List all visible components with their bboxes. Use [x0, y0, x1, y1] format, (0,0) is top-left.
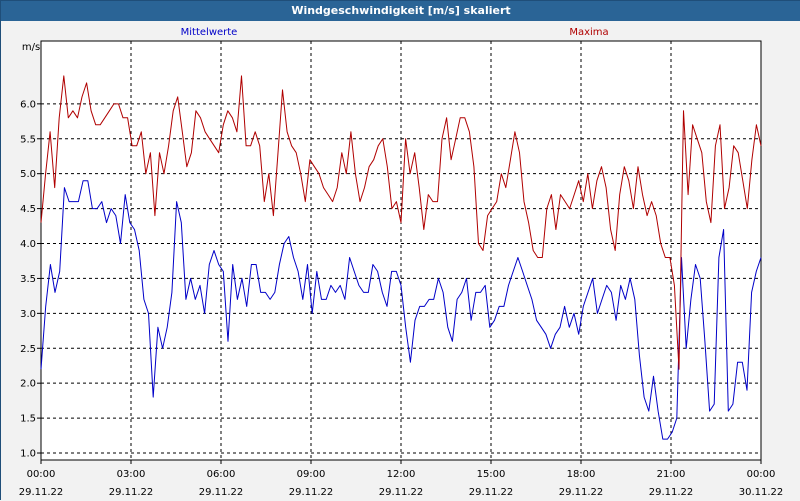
y-axis-ticks: 1.0 1.5 2.0 2.5 3.0 3.5 4.0 4.5 5.0 5.5 6.0 [20, 99, 41, 460]
y-tick-label: 4.5 [20, 204, 36, 215]
x-tick-date: 29.11.22 [379, 487, 424, 498]
y-tick-label: 3.5 [20, 274, 36, 285]
x-tick-time: 18:00 [567, 469, 596, 480]
x-tick-time: 00:00 [747, 469, 776, 480]
series-layer [40, 75, 762, 440]
y-tick-label: 2.0 [20, 379, 36, 390]
x-tick-time: 21:00 [657, 469, 686, 480]
x-tick-date: 29.11.22 [649, 487, 694, 498]
x-tick-time: 00:00 [27, 469, 56, 480]
y-tick-label: 6.0 [20, 99, 36, 110]
x-tick-date: 30.11.22 [739, 487, 784, 498]
x-tick-date: 29.11.22 [469, 487, 514, 498]
x-tick-time: 03:00 [117, 469, 146, 480]
y-tick-label: 4.0 [20, 239, 36, 250]
y-tick-label: 3.0 [20, 309, 36, 320]
y-tick-label: 5.0 [20, 169, 36, 180]
legend-mittelwerte: Mittelwerte [181, 27, 238, 38]
x-axis-ticks: 00:00 29.11.22 03:00 29.11.22 06:00 29.11.22 0… [19, 460, 784, 498]
legend-maxima: Maxima [569, 27, 608, 38]
series-line-mittelwerte [40, 180, 762, 440]
x-tick-date: 29.11.22 [199, 487, 244, 498]
grid-lines [41, 41, 761, 460]
x-tick-time: 09:00 [297, 469, 326, 480]
x-tick-time: 06:00 [207, 469, 236, 480]
x-tick-time: 15:00 [477, 469, 506, 480]
x-tick-date: 29.11.22 [289, 487, 334, 498]
series-line-maxima [40, 75, 762, 370]
x-tick-date: 29.11.22 [19, 487, 64, 498]
y-axis-label: m/s [22, 42, 40, 53]
window-title: Windgeschwindigkeit [m/s] skaliert [1, 1, 800, 21]
y-tick-label: 1.5 [20, 414, 36, 425]
wind-speed-chart: 1.0 1.5 2.0 2.5 3.0 3.5 4.0 4.5 5.0 5.5 6.0 00:00 2… [1, 21, 800, 501]
y-tick-label: 5.5 [20, 134, 36, 145]
y-tick-label: 2.5 [20, 344, 36, 355]
x-tick-date: 29.11.22 [559, 487, 604, 498]
x-tick-date: 29.11.22 [109, 487, 154, 498]
x-tick-time: 12:00 [387, 469, 416, 480]
y-tick-label: 1.0 [20, 449, 36, 460]
